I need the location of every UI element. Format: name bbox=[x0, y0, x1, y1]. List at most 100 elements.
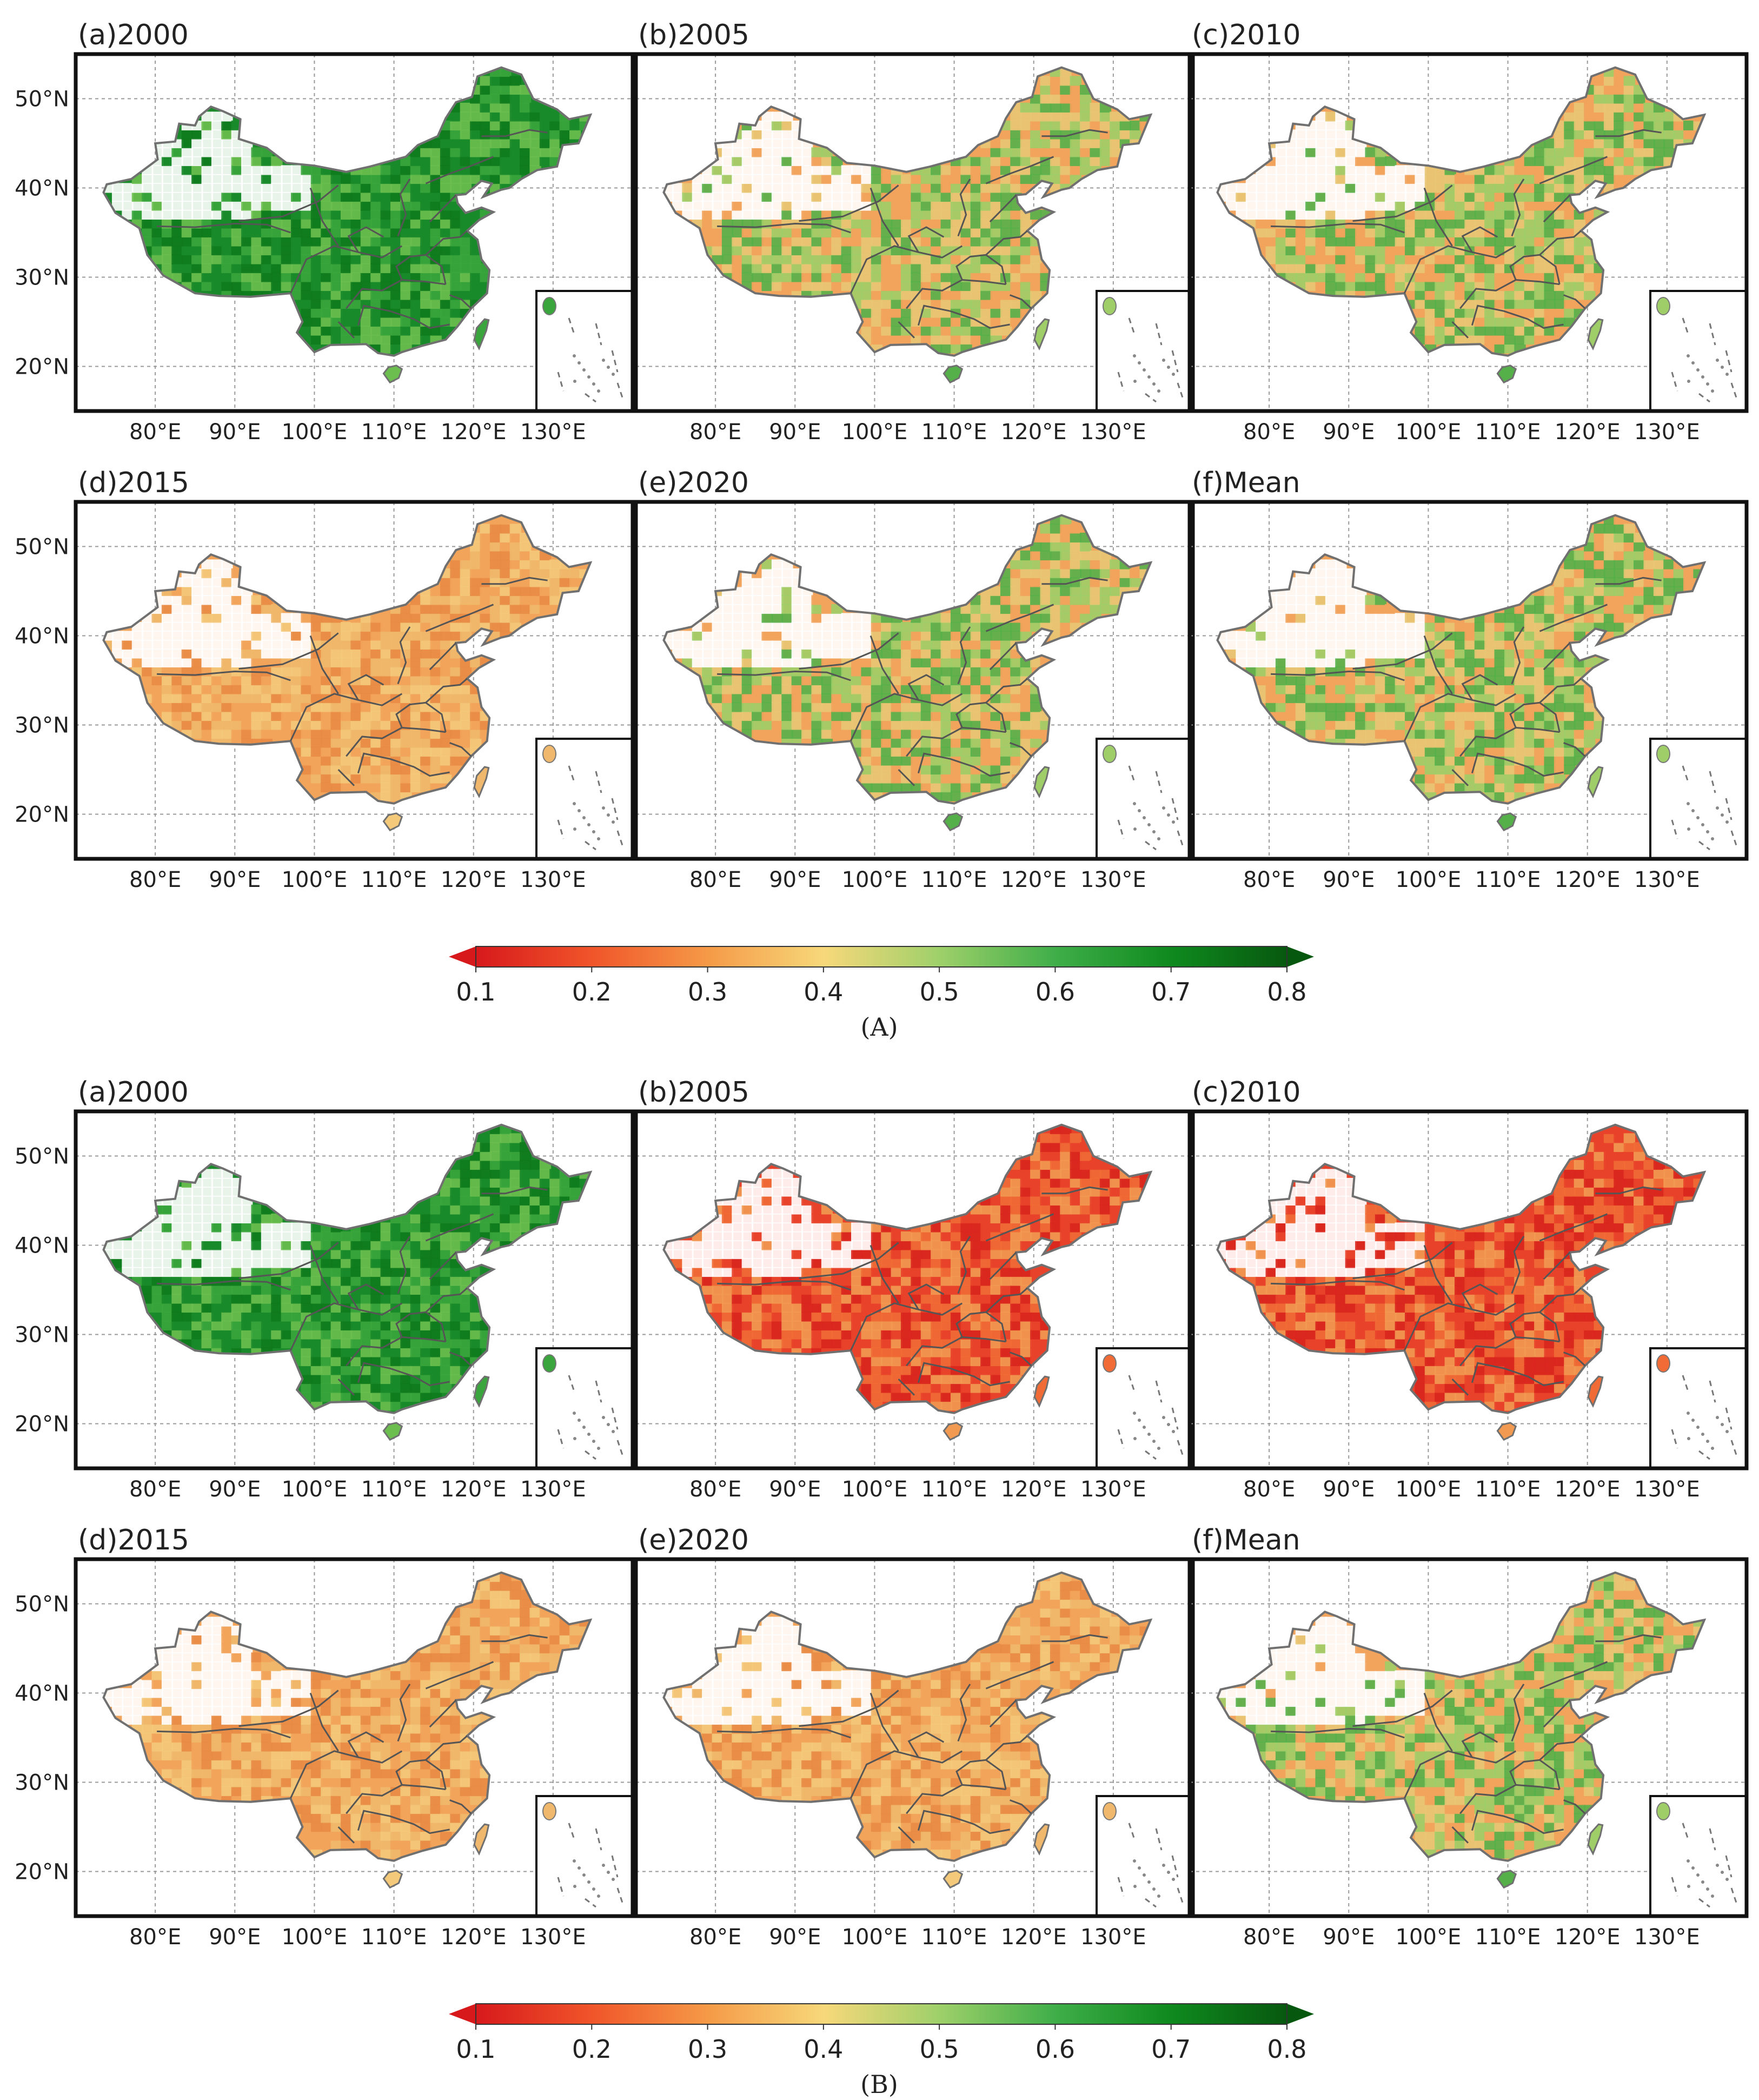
raster-cell bbox=[871, 684, 883, 694]
raster-cell bbox=[181, 272, 194, 282]
raster-cell bbox=[1444, 648, 1456, 659]
raster-cell bbox=[881, 666, 893, 677]
raster-cell bbox=[420, 657, 432, 668]
raster-cell bbox=[732, 684, 744, 694]
raster-cell bbox=[410, 299, 422, 309]
raster-cell bbox=[1415, 684, 1426, 694]
raster-cell bbox=[970, 675, 983, 686]
raster-cell bbox=[420, 639, 432, 650]
raster-cell bbox=[950, 254, 963, 264]
raster-cell bbox=[950, 773, 963, 784]
raster-cell bbox=[1285, 263, 1297, 274]
raster-cell bbox=[752, 675, 764, 686]
raster-cell bbox=[1020, 156, 1032, 167]
raster-cell bbox=[231, 165, 243, 175]
raster-cell bbox=[1663, 120, 1675, 131]
raster-cell bbox=[410, 183, 422, 193]
raster-cell bbox=[1295, 577, 1307, 587]
raster-cell bbox=[211, 165, 223, 175]
raster-cell bbox=[831, 272, 843, 282]
raster-cell bbox=[1030, 138, 1042, 149]
raster-cell bbox=[950, 631, 963, 641]
raster-cell bbox=[741, 693, 754, 704]
raster-cell bbox=[440, 720, 452, 730]
raster-cell bbox=[171, 711, 183, 721]
raster-cell bbox=[181, 174, 194, 184]
raster-cell bbox=[1405, 675, 1417, 686]
raster-cell bbox=[211, 209, 223, 220]
raster-cell bbox=[781, 586, 793, 597]
raster-cell bbox=[1285, 272, 1297, 282]
province-border bbox=[849, 245, 963, 294]
raster-cell bbox=[122, 209, 134, 220]
raster-cell bbox=[440, 138, 452, 149]
raster-cell bbox=[529, 568, 541, 579]
raster-cell bbox=[990, 272, 1002, 282]
raster-cell bbox=[732, 639, 744, 650]
raster-cell bbox=[990, 201, 1002, 211]
raster-cell bbox=[1623, 84, 1635, 95]
raster-cell bbox=[1315, 684, 1327, 694]
raster-cell bbox=[380, 227, 392, 238]
raster-cell bbox=[301, 183, 313, 193]
raster-cell bbox=[340, 764, 353, 775]
raster-cell bbox=[221, 201, 233, 211]
raster-cell bbox=[380, 218, 392, 229]
raster-cell bbox=[1494, 290, 1506, 300]
raster-cell bbox=[1010, 559, 1022, 569]
raster-cell bbox=[900, 218, 913, 229]
raster-cell bbox=[1474, 326, 1486, 336]
raster-cell bbox=[1236, 191, 1247, 202]
raster-cell bbox=[1603, 76, 1616, 86]
country-border bbox=[1216, 66, 1707, 357]
raster-cell bbox=[360, 334, 373, 345]
raster-cell bbox=[181, 702, 194, 712]
raster-cell bbox=[1464, 773, 1476, 784]
province-border bbox=[289, 693, 403, 741]
raster-cell bbox=[350, 728, 362, 739]
raster-cell bbox=[400, 746, 412, 757]
raster-cell bbox=[380, 290, 392, 300]
raster-cell bbox=[1554, 147, 1566, 157]
raster-cell bbox=[1385, 675, 1397, 686]
raster-cell bbox=[520, 595, 532, 605]
raster-cell bbox=[171, 138, 183, 149]
country-border bbox=[102, 66, 593, 357]
inset-islet bbox=[1687, 827, 1690, 831]
raster-cell bbox=[1080, 120, 1092, 131]
raster-cell bbox=[1099, 604, 1112, 614]
raster-cell bbox=[241, 684, 253, 694]
raster-cell bbox=[1484, 728, 1496, 739]
raster-cell bbox=[721, 639, 734, 650]
raster-cell bbox=[330, 326, 342, 336]
raster-cell bbox=[201, 236, 213, 247]
raster-cell bbox=[1494, 621, 1506, 632]
raster-cell bbox=[1365, 191, 1377, 202]
raster-cell bbox=[821, 227, 833, 238]
raster-cell bbox=[871, 281, 883, 292]
raster-cell bbox=[151, 209, 163, 220]
raster-cell bbox=[450, 756, 462, 766]
raster-cell bbox=[390, 343, 402, 354]
raster-cell bbox=[1305, 577, 1317, 587]
raster-cell bbox=[940, 631, 952, 641]
raster-cell bbox=[251, 684, 263, 694]
raster-cell bbox=[931, 201, 942, 211]
raster-cell bbox=[231, 183, 243, 193]
raster-cell bbox=[171, 201, 183, 211]
raster-cell bbox=[732, 613, 744, 623]
raster-cell bbox=[881, 631, 893, 641]
raster-cell bbox=[1375, 702, 1387, 712]
raster-cell bbox=[1474, 263, 1486, 274]
raster-cell bbox=[1345, 183, 1357, 193]
raster-cell bbox=[861, 290, 873, 300]
raster-cell bbox=[811, 657, 823, 668]
raster-cell bbox=[1643, 111, 1655, 122]
raster-cell bbox=[440, 254, 452, 264]
raster-cell bbox=[712, 648, 723, 659]
raster-cell bbox=[1614, 613, 1625, 623]
raster-cell bbox=[761, 693, 773, 704]
inset-boundary-dash bbox=[1117, 819, 1125, 839]
raster-cell bbox=[1544, 272, 1556, 282]
raster-cell bbox=[950, 201, 963, 211]
